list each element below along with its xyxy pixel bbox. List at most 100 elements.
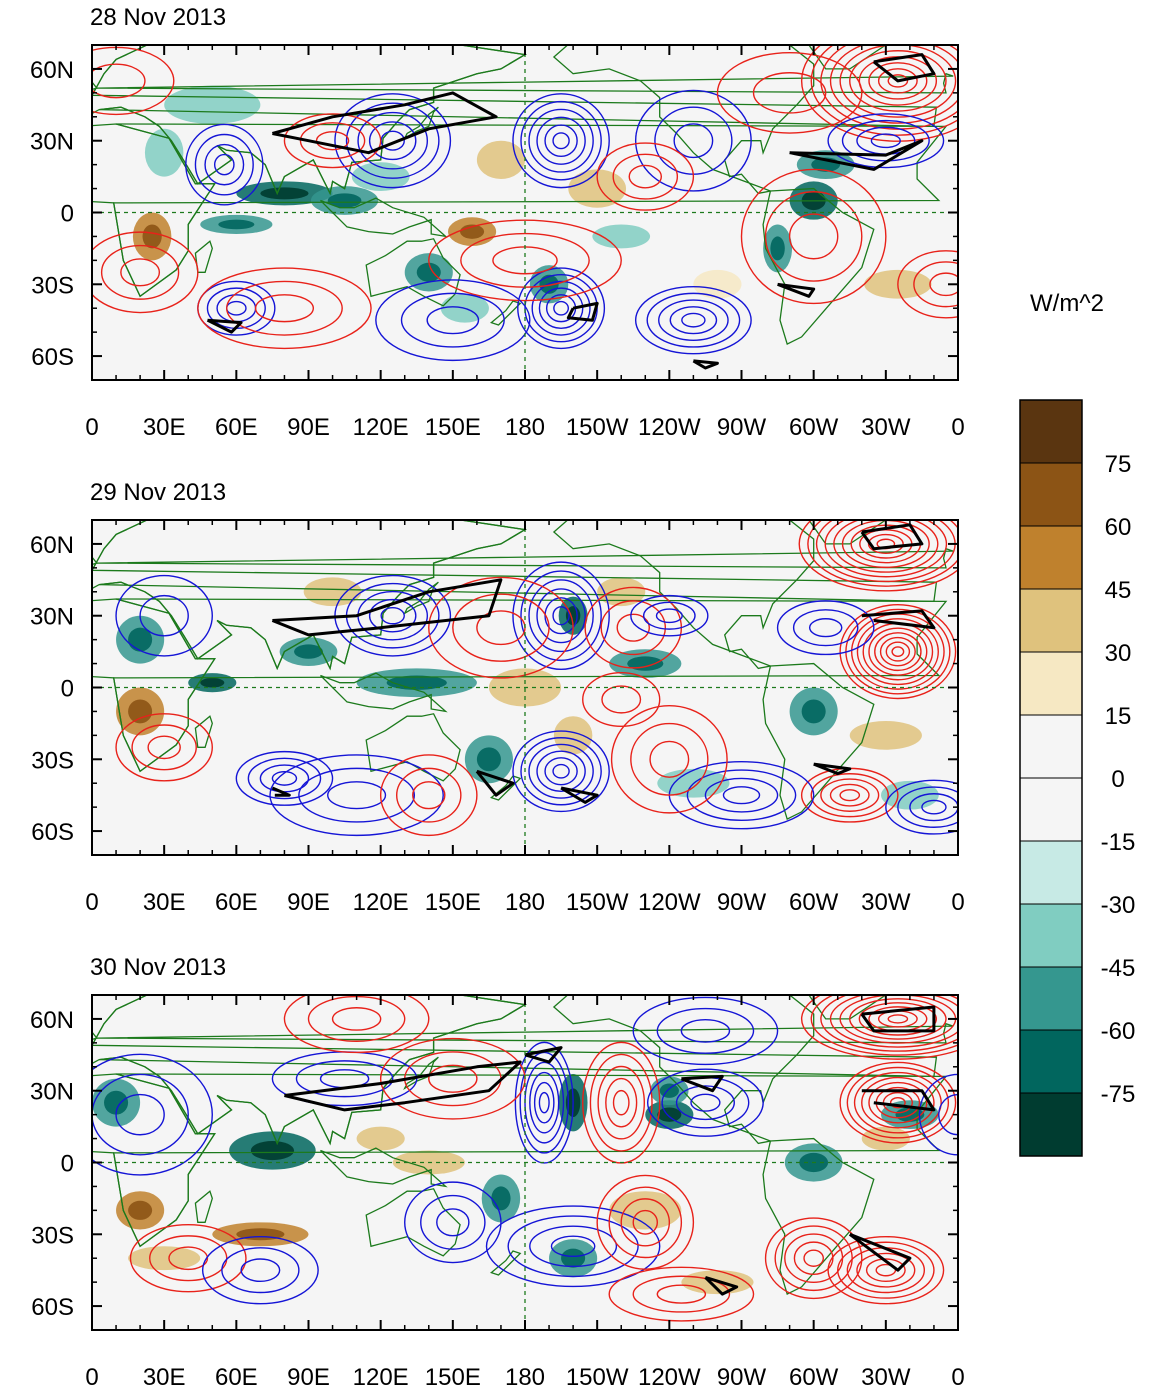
lon-label: 120W: [638, 414, 701, 441]
anomaly-shade: [592, 224, 651, 249]
anomaly-shade-core: [128, 627, 153, 652]
negative-contour: [517, 267, 606, 350]
anomaly-shade: [861, 1126, 910, 1151]
anomaly-shade: [144, 128, 184, 177]
negative-contour: [368, 598, 417, 633]
anomaly-shade-core: [294, 644, 323, 659]
colorbar-label: 15: [1105, 703, 1132, 730]
positive-contour: [897, 250, 958, 319]
lon-label: 150W: [566, 414, 629, 441]
negative-contour: [630, 594, 709, 637]
lat-label: 0: [61, 676, 74, 703]
lon-label: 120W: [638, 1364, 701, 1390]
map-content: [92, 45, 958, 380]
positive-contour: [716, 51, 863, 134]
map-panel-1: 60N 30N 0 30S 60S 0 30E 60E 90E 120E 150E 180 150W 12…: [30, 44, 965, 441]
coastline: [92, 81, 98, 91]
negative-contour: [400, 292, 505, 348]
positive-contour: [630, 722, 709, 796]
negative-contour: [681, 312, 706, 328]
colorbar-box: [1019, 651, 1083, 716]
positive-contour: [628, 164, 663, 189]
anomaly-shade: [128, 1246, 201, 1271]
lon-label: 60E: [215, 889, 258, 916]
positive-contour: [601, 685, 642, 714]
positive-contour: [632, 1209, 659, 1235]
positive-contour: [868, 62, 928, 100]
coastline: [320, 1147, 448, 1188]
positive-contour: [867, 533, 904, 555]
lon-label: 150E: [425, 889, 481, 916]
positive-contour: [428, 576, 574, 679]
anomaly-shade: [356, 1126, 405, 1151]
positive-contour: [379, 754, 478, 837]
significance-contour: [284, 1060, 522, 1112]
negative-contour: [634, 285, 752, 355]
positive-contour: [608, 1186, 683, 1259]
map-panel-2: 60N 30N 0 30S 60S 0 30E 60E 90E 120E 150E 180 150W 12…: [30, 519, 965, 916]
negative-contour: [544, 597, 578, 635]
anomaly-shade: [693, 269, 742, 299]
negative-contour: [827, 113, 945, 169]
lon-label: 90E: [287, 889, 330, 916]
coastline: [194, 1190, 213, 1223]
negative-contour: [185, 123, 264, 206]
coastline: [808, 45, 887, 70]
significance-contour: [813, 762, 852, 776]
negative-contour: [870, 133, 901, 149]
negative-contour: [436, 1208, 470, 1237]
positive-contour: [428, 219, 622, 302]
lon-label: 60W: [789, 1364, 839, 1390]
lat-label: 60N: [30, 532, 74, 559]
significance-contour: [777, 282, 816, 298]
lat-label: 60S: [31, 344, 74, 371]
positive-contour: [616, 613, 650, 642]
lon-label: 60E: [215, 414, 258, 441]
anomaly-shade-core: [218, 219, 255, 230]
positive-contour: [889, 1096, 906, 1109]
negative-contour: [552, 763, 570, 779]
positive-contour: [610, 704, 728, 814]
positive-contour: [788, 213, 839, 260]
negative-contour: [115, 574, 213, 657]
lon-label: 120E: [353, 1364, 409, 1390]
anomaly-shade-core: [801, 699, 826, 724]
negative-contour: [808, 618, 843, 638]
negative-contour: [345, 102, 440, 179]
positive-contour: [885, 641, 911, 662]
anomaly-shade-core: [200, 677, 225, 688]
lon-label: 150W: [566, 889, 629, 916]
positive-contour: [608, 1266, 755, 1322]
colorbar-label: -60: [1101, 1018, 1136, 1045]
coastline: [96, 1022, 954, 1044]
coastline: [92, 995, 938, 1146]
negative-contour: [722, 786, 761, 805]
positive-contour: [283, 113, 382, 169]
negative-contour: [642, 601, 696, 630]
negative-contour: [221, 1247, 300, 1294]
positive-contour: [620, 1198, 671, 1247]
coastline: [489, 1250, 522, 1276]
positive-contour: [764, 191, 863, 282]
negative-contour: [632, 996, 779, 1066]
positive-contour: [632, 1275, 731, 1313]
positive-contour: [752, 72, 827, 114]
panel-title-2: 29 Nov 2013: [90, 479, 227, 506]
positive-contour: [793, 1241, 834, 1275]
negative-contour: [536, 588, 586, 644]
positive-contour: [605, 1077, 638, 1128]
negative-contour: [686, 769, 797, 822]
colorbar-box: [1019, 399, 1083, 464]
coastline: [762, 187, 875, 346]
anomaly-shade-core: [327, 193, 362, 208]
coastline: [96, 547, 954, 569]
negative-contour: [204, 143, 245, 186]
positive-contour: [849, 50, 947, 112]
positive-contour: [115, 713, 213, 782]
positive-contour: [283, 995, 430, 1054]
positive-contour: [874, 632, 922, 672]
positive-contour: [887, 74, 909, 88]
negative-contour: [669, 306, 718, 335]
positive-contour: [612, 153, 679, 200]
negative-contour: [897, 786, 958, 828]
